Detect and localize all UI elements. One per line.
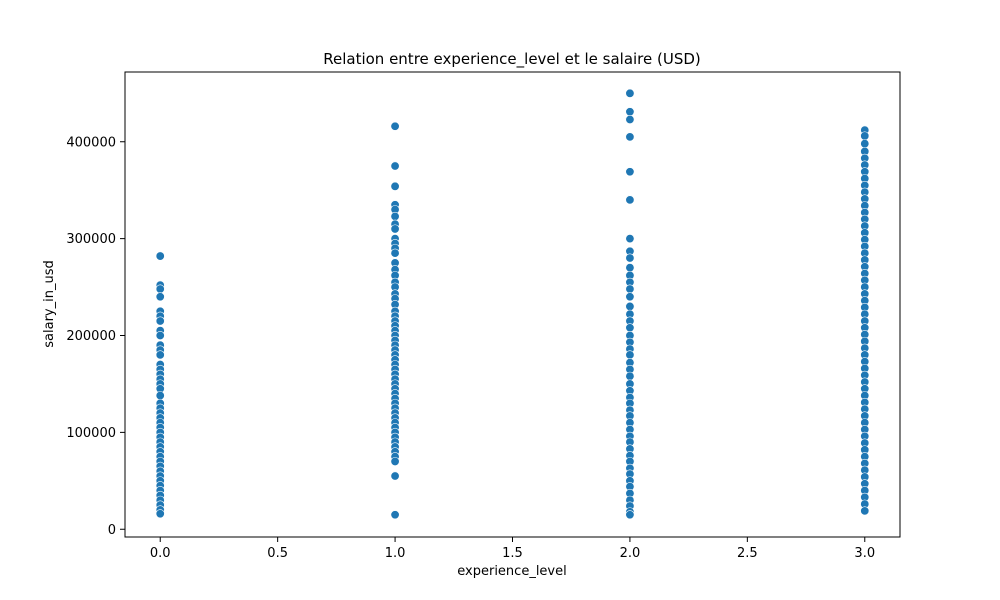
data-point — [155, 509, 165, 519]
y-tick-label: 100000 — [66, 426, 116, 441]
data-point — [625, 284, 635, 294]
data-point — [625, 301, 635, 311]
x-axis-label: experience_level — [457, 564, 566, 579]
data-point — [625, 114, 635, 124]
data-point — [390, 248, 400, 258]
data-point — [625, 107, 635, 117]
data-point — [155, 251, 165, 261]
y-tick-label: 400000 — [66, 135, 116, 150]
y-axis: 0 100000 200000 300000 400000 — [66, 135, 125, 538]
x-tick-label: 2.0 — [620, 546, 641, 561]
y-tick-label: 200000 — [66, 329, 116, 344]
data-point — [390, 211, 400, 221]
data-point — [155, 284, 165, 294]
data-point — [625, 234, 635, 244]
data-point — [390, 224, 400, 234]
data-point — [625, 132, 635, 142]
data-point — [625, 371, 635, 381]
data-point — [390, 456, 400, 466]
x-tick-label: 0.0 — [150, 546, 171, 561]
data-point — [390, 181, 400, 191]
data-point — [390, 471, 400, 481]
data-point — [390, 161, 400, 171]
x-tick-label: 1.0 — [385, 546, 406, 561]
data-point — [390, 510, 400, 520]
data-point — [625, 195, 635, 205]
data-point — [155, 391, 165, 401]
data-point — [860, 506, 870, 516]
data-point — [625, 292, 635, 302]
data-point — [625, 88, 635, 98]
x-axis: 0.0 0.5 1.0 1.5 2.0 2.5 3.0 — [150, 537, 875, 561]
data-point — [155, 350, 165, 360]
y-axis-label: salary_in_usd — [42, 260, 57, 347]
data-point — [155, 316, 165, 326]
data-point — [625, 253, 635, 263]
data-point — [390, 121, 400, 131]
data-point — [155, 330, 165, 340]
data-point — [860, 131, 870, 141]
y-tick-label: 0 — [108, 523, 116, 538]
data-point — [860, 139, 870, 149]
points-layer — [155, 88, 870, 520]
data-point — [625, 263, 635, 273]
y-tick-label: 300000 — [66, 232, 116, 247]
x-tick-label: 3.0 — [854, 546, 875, 561]
data-point — [625, 510, 635, 520]
x-tick-label: 0.5 — [267, 546, 288, 561]
x-tick-label: 2.5 — [737, 546, 758, 561]
data-point — [625, 350, 635, 360]
data-point — [155, 292, 165, 302]
data-point — [625, 167, 635, 177]
x-tick-label: 1.5 — [502, 546, 523, 561]
chart-title: Relation entre experience_level et le sa… — [323, 50, 701, 69]
data-point — [625, 323, 635, 333]
